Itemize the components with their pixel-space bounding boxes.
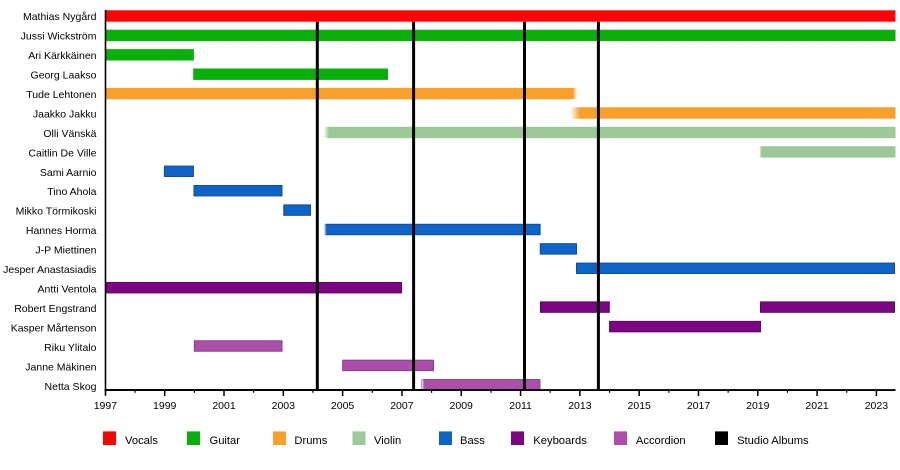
svg-text:Mathias Nygård: Mathias Nygård (23, 11, 97, 23)
svg-text:Tude Lehtonen: Tude Lehtonen (26, 89, 96, 101)
svg-text:Sami Aarnio: Sami Aarnio (40, 167, 97, 179)
svg-text:2023: 2023 (865, 400, 889, 412)
svg-text:2013: 2013 (568, 400, 592, 412)
svg-text:Mikko Törmikoski: Mikko Törmikoski (16, 206, 97, 218)
svg-text:2001: 2001 (212, 400, 236, 412)
svg-text:J-P Miettinen: J-P Miettinen (35, 245, 96, 257)
svg-text:Kasper Mårtenson: Kasper Mårtenson (11, 323, 97, 335)
svg-text:Antti Ventola: Antti Ventola (38, 284, 97, 296)
svg-text:Hannes Horma: Hannes Horma (26, 225, 97, 237)
svg-text:Jaakko Jakku: Jaakko Jakku (33, 108, 97, 120)
svg-text:Riku Ylitalo: Riku Ylitalo (44, 342, 96, 354)
svg-text:Drums: Drums (294, 435, 327, 447)
svg-text:Bass: Bass (460, 435, 485, 447)
svg-text:Accordion: Accordion (636, 435, 686, 447)
svg-text:1999: 1999 (153, 400, 177, 412)
svg-text:2003: 2003 (272, 400, 296, 412)
svg-text:Netta Skog: Netta Skog (45, 381, 97, 393)
svg-text:2005: 2005 (331, 400, 355, 412)
svg-text:Robert Engstrand: Robert Engstrand (14, 303, 96, 315)
svg-text:Keyboards: Keyboards (533, 435, 587, 447)
svg-text:Guitar: Guitar (210, 435, 241, 447)
svg-text:Jesper Anastasiadis: Jesper Anastasiadis (3, 264, 96, 276)
svg-text:2011: 2011 (509, 400, 532, 412)
svg-text:2021: 2021 (805, 400, 829, 412)
svg-text:2009: 2009 (450, 400, 474, 412)
svg-text:Caitlin De Ville: Caitlin De Ville (28, 147, 96, 159)
svg-text:Olli Vänskä: Olli Vänskä (43, 128, 96, 140)
svg-text:Georg Laakso: Georg Laakso (31, 69, 97, 81)
svg-text:Tino Ahola: Tino Ahola (47, 186, 96, 198)
svg-text:2019: 2019 (746, 400, 770, 412)
svg-text:2007: 2007 (390, 400, 414, 412)
svg-text:Janne Mäkinen: Janne Mäkinen (25, 362, 96, 374)
svg-text:Jussi Wickström: Jussi Wickström (21, 31, 97, 43)
svg-text:Studio Albums: Studio Albums (737, 435, 809, 447)
svg-text:2015: 2015 (628, 400, 652, 412)
svg-text:Vocals: Vocals (125, 435, 158, 447)
svg-text:2017: 2017 (687, 400, 711, 412)
svg-text:1997: 1997 (94, 400, 118, 412)
svg-text:Ari Kärkkäinen: Ari Kärkkäinen (28, 50, 96, 62)
svg-text:Violin: Violin (374, 435, 401, 447)
